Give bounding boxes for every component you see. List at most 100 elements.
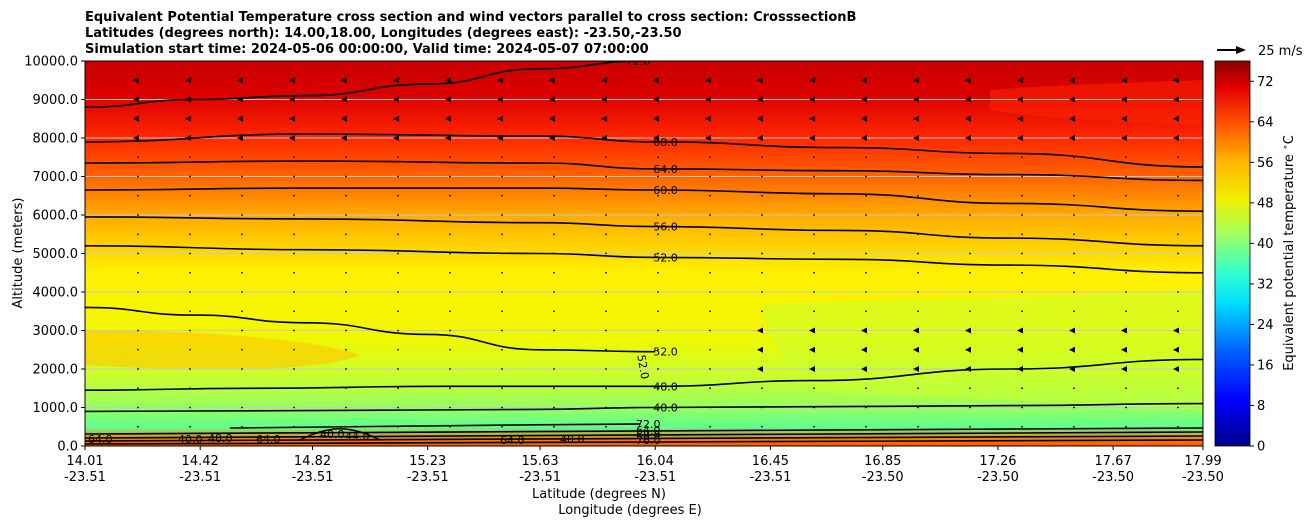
wind-vector-point: [345, 368, 347, 370]
wind-vector-arrow: [133, 115, 139, 122]
wind-vector-point: [241, 271, 243, 274]
wind-vector-point: [1125, 406, 1127, 409]
wind-vector-arrow: [1173, 135, 1179, 141]
wind-vector-point: [761, 233, 763, 236]
y-tick-label: 7000.0: [33, 170, 79, 185]
contour-line: [85, 133, 1203, 168]
wind-vector-arrow: [601, 77, 607, 84]
wind-vector-point: [709, 368, 711, 370]
wind-vector-point: [865, 194, 867, 197]
wind-vector-point: [137, 368, 139, 370]
wind-vector-point: [137, 348, 139, 351]
wind-vector-arrow: [393, 115, 399, 122]
wind-vector-point: [293, 310, 295, 313]
wind-vector-point: [761, 271, 763, 274]
wind-vector-point: [865, 310, 867, 313]
wind-vector-arrow: [1121, 327, 1127, 334]
wind-vector-point: [917, 310, 919, 313]
wind-vector-arrow: [653, 135, 659, 141]
wind-vector-point: [865, 387, 867, 390]
wind-vector-point: [345, 406, 347, 409]
wind-vector-point: [553, 271, 555, 274]
wind-vector-arrow: [133, 77, 139, 84]
wind-vector-arrow: [1069, 115, 1075, 122]
wind-vector-point: [553, 310, 555, 313]
wind-vector-point: [605, 310, 607, 313]
colorbar-tick-label: 40: [1257, 237, 1274, 252]
wind-vector-point: [1021, 214, 1023, 216]
quiver-key-arrowhead-icon: [1236, 46, 1246, 54]
wind-vector-arrow: [393, 96, 399, 103]
wind-vector-point: [1177, 310, 1179, 313]
y-tick-label: 10000.0: [24, 55, 78, 70]
wind-vector-arrow: [393, 77, 399, 84]
wind-vector-point: [449, 329, 451, 332]
wind-vector-arrow: [1121, 115, 1127, 122]
wind-vector-arrow: [705, 135, 711, 141]
wind-vector-point: [293, 329, 295, 332]
wind-vector-arrow: [861, 135, 867, 141]
x-tick-label-longitude: -23.51: [64, 470, 106, 485]
wind-vector-point: [605, 194, 607, 197]
wind-vector-point: [397, 194, 399, 197]
y-axis: 0.0 1000.0 2000.0 3000.0 4000.0 5000.0 6000.0 7…: [24, 55, 85, 455]
wind-vector-point: [137, 329, 139, 332]
wind-vector-point: [345, 271, 347, 274]
wind-vector-point: [1177, 425, 1179, 428]
wind-vector-point: [813, 387, 815, 390]
wind-vector-arrow: [1121, 96, 1127, 103]
x-tick-label-latitude: 16.45: [752, 454, 789, 469]
wind-vector-arrow: [237, 115, 243, 122]
wind-vector-point: [449, 194, 451, 197]
wind-vector-point: [605, 271, 607, 274]
wind-vector-point: [1125, 425, 1127, 428]
low-level-contour-label: 76.0: [636, 434, 661, 447]
wind-vector-point: [709, 387, 711, 390]
wind-vector-point: [137, 387, 139, 390]
wind-vector-point: [865, 291, 867, 293]
wind-vector-point: [657, 387, 659, 390]
wind-vector-point: [501, 214, 503, 216]
wind-vector-point: [1021, 291, 1023, 293]
wind-vector-arrow: [185, 115, 191, 122]
wind-vector-point: [501, 310, 503, 313]
wind-vector-arrow: [1121, 346, 1127, 353]
wind-vector-point: [293, 348, 295, 351]
wind-vector-point: [189, 156, 191, 159]
wind-vector-point: [761, 291, 763, 293]
wind-vector-arrow: [1017, 346, 1023, 353]
contour-label: 52.0: [653, 346, 678, 359]
wind-vector-point: [917, 387, 919, 390]
colorbar-bar: [1214, 60, 1251, 447]
wind-vector-arrow: [445, 96, 451, 103]
wind-vector-arrow: [809, 115, 815, 122]
wind-vector-point: [553, 175, 555, 178]
wind-vector-point: [137, 214, 139, 216]
wind-vector-point: [969, 252, 971, 255]
wind-vector-point: [1021, 194, 1023, 197]
x-tick-label-longitude: -23.51: [519, 470, 561, 485]
wind-vector-point: [761, 194, 763, 197]
chart-title-line-1: Equivalent Potential Temperature cross s…: [85, 10, 856, 25]
wind-vector-point: [865, 175, 867, 178]
wind-vector-point: [449, 271, 451, 274]
wind-vector-point: [917, 175, 919, 178]
wind-vector-point: [397, 310, 399, 313]
wind-vector-point: [969, 156, 971, 159]
wind-vector-point: [137, 252, 139, 255]
x-tick-label-longitude: -23.51: [179, 470, 221, 485]
wind-vector-arrow: [289, 115, 295, 122]
wind-vector-point: [189, 252, 191, 255]
wind-vector-point: [189, 175, 191, 178]
low-level-contour-label: 44.0: [345, 430, 370, 443]
wind-vector-point: [969, 310, 971, 313]
x-tick-label-latitude: 15.23: [409, 454, 446, 469]
wind-vector-point: [397, 233, 399, 236]
wind-vector-arrow: [445, 115, 451, 122]
wind-vector-arrow: [1069, 135, 1075, 141]
wind-vector-arrow: [913, 346, 919, 353]
wind-vector-point: [501, 348, 503, 351]
wind-vector-point: [501, 271, 503, 274]
x-tick-label-latitude: 16.04: [637, 454, 674, 469]
wind-vector-arrow: [445, 77, 451, 84]
